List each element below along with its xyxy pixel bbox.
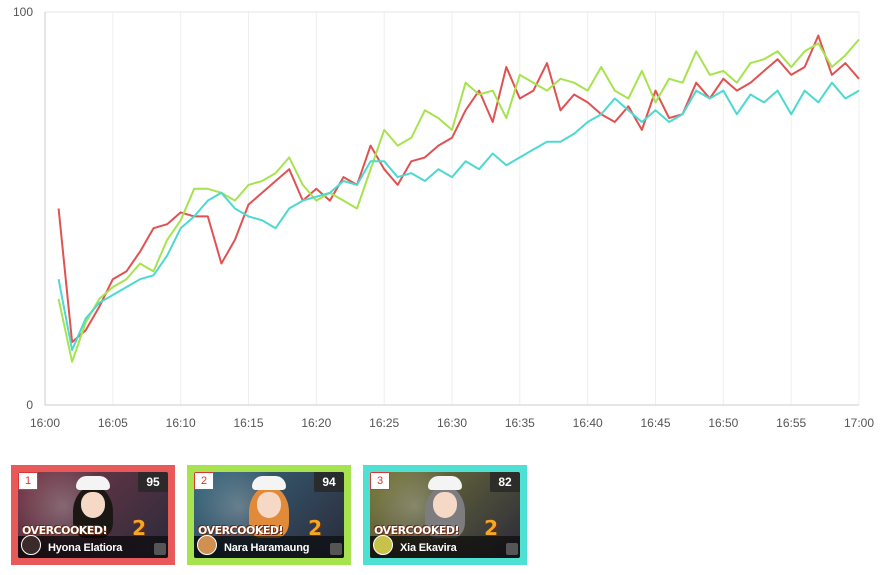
series-line-3 bbox=[57, 81, 860, 351]
name-bar bbox=[18, 536, 168, 558]
streamer-card[interactable]: OVERCOOKED! 2 1 95 Hyona Elatiora bbox=[11, 465, 175, 565]
game-logo-number: 2 bbox=[132, 516, 146, 540]
x-tick-label: 16:50 bbox=[708, 416, 738, 430]
stream-thumbnail[interactable]: OVERCOOKED! 2 1 95 Hyona Elatiora bbox=[18, 472, 168, 558]
score-badge: 95 bbox=[138, 472, 168, 492]
character-illustration bbox=[247, 476, 291, 544]
chart-tick-labels: 16:00 16:05 16:10 16:15 16:20 16:25 16:30 16:35… bbox=[13, 5, 874, 430]
streamer-card-list: OVERCOOKED! 2 1 95 Hyona Elatiora OVERCO… bbox=[11, 465, 527, 565]
platform-icon bbox=[330, 543, 342, 555]
game-logo-number: 2 bbox=[308, 516, 322, 540]
game-logo-text: OVERCOOKED! bbox=[198, 524, 284, 537]
x-tick-label: 16:15 bbox=[233, 416, 263, 430]
name-bar bbox=[370, 536, 520, 558]
streamer-name: Nara Haramaung bbox=[224, 542, 310, 554]
platform-icon bbox=[154, 543, 166, 555]
stream-thumbnail[interactable]: OVERCOOKED! 2 2 94 Nara Haramaung bbox=[194, 472, 344, 558]
chart-series-group bbox=[57, 34, 860, 363]
avatar bbox=[21, 535, 41, 555]
x-tick-label: 17:00 bbox=[844, 416, 874, 430]
score-badge: 94 bbox=[314, 472, 344, 492]
chart-grid bbox=[44, 11, 860, 405]
y-tick-label: 100 bbox=[13, 5, 33, 19]
game-logo-number: 2 bbox=[484, 516, 498, 540]
x-tick-label: 16:20 bbox=[301, 416, 331, 430]
x-tick-label: 16:35 bbox=[505, 416, 535, 430]
x-tick-label: 16:05 bbox=[98, 416, 128, 430]
x-tick-label: 16:45 bbox=[640, 416, 670, 430]
character-illustration bbox=[71, 476, 115, 544]
x-tick-label: 16:25 bbox=[369, 416, 399, 430]
x-tick-label: 16:10 bbox=[166, 416, 196, 430]
x-tick-label: 16:40 bbox=[573, 416, 603, 430]
stream-thumbnail[interactable]: OVERCOOKED! 2 3 82 Xia Ekavira bbox=[370, 472, 520, 558]
streamer-card[interactable]: OVERCOOKED! 2 2 94 Nara Haramaung bbox=[187, 465, 351, 565]
game-logo-text: OVERCOOKED! bbox=[374, 524, 460, 537]
x-tick-label: 16:30 bbox=[437, 416, 467, 430]
name-bar bbox=[194, 536, 344, 558]
character-illustration bbox=[423, 476, 467, 544]
streamer-name: Xia Ekavira bbox=[400, 542, 457, 554]
rank-badge: 2 bbox=[194, 472, 214, 490]
rank-badge: 1 bbox=[18, 472, 38, 490]
streamer-name: Hyona Elatiora bbox=[48, 542, 123, 554]
series-line-1 bbox=[57, 34, 860, 344]
series-line-2 bbox=[57, 38, 860, 363]
rank-badge: 3 bbox=[370, 472, 390, 490]
platform-icon bbox=[506, 543, 518, 555]
line-chart: 16:00 16:05 16:10 16:15 16:20 16:25 16:30 16:35… bbox=[13, 5, 874, 430]
avatar bbox=[197, 535, 217, 555]
x-tick-label: 16:00 bbox=[30, 416, 60, 430]
chart-axes bbox=[44, 12, 859, 406]
game-logo-text: OVERCOOKED! bbox=[22, 524, 108, 537]
score-badge: 82 bbox=[490, 472, 520, 492]
x-tick-label: 16:55 bbox=[776, 416, 806, 430]
streamer-card[interactable]: OVERCOOKED! 2 3 82 Xia Ekavira bbox=[363, 465, 527, 565]
avatar bbox=[373, 535, 393, 555]
y-tick-label: 0 bbox=[26, 398, 33, 412]
